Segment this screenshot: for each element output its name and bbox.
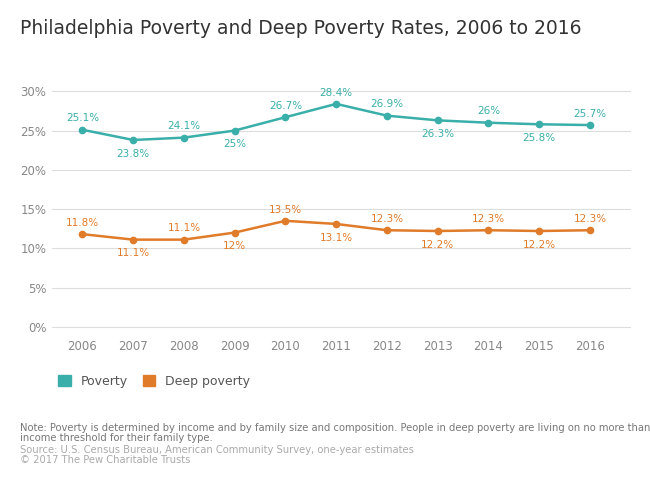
Text: Philadelphia Poverty and Deep Poverty Rates, 2006 to 2016: Philadelphia Poverty and Deep Poverty Ra…: [20, 19, 581, 38]
Legend: Poverty, Deep poverty: Poverty, Deep poverty: [58, 375, 250, 388]
Text: 11.8%: 11.8%: [66, 218, 99, 228]
Text: 25.1%: 25.1%: [66, 113, 99, 123]
Text: 12.3%: 12.3%: [573, 214, 606, 224]
Text: 24.1%: 24.1%: [168, 121, 200, 131]
Text: 12.3%: 12.3%: [370, 214, 404, 224]
Text: 23.8%: 23.8%: [116, 149, 150, 159]
Text: 26.3%: 26.3%: [421, 129, 454, 139]
Text: 13.5%: 13.5%: [269, 205, 302, 215]
Text: Note: Poverty is determined by income and by family size and composition. People: Note: Poverty is determined by income an…: [20, 423, 650, 433]
Text: 12%: 12%: [223, 241, 246, 251]
Text: © 2017 The Pew Charitable Trusts: © 2017 The Pew Charitable Trusts: [20, 455, 190, 465]
Text: 26.7%: 26.7%: [269, 101, 302, 111]
Text: 11.1%: 11.1%: [168, 223, 200, 233]
Text: 12.2%: 12.2%: [421, 239, 454, 250]
Text: 11.1%: 11.1%: [116, 248, 150, 258]
Text: income threshold for their family type.: income threshold for their family type.: [20, 433, 213, 443]
Text: 26.9%: 26.9%: [370, 99, 404, 109]
Text: 12.3%: 12.3%: [472, 214, 505, 224]
Text: 25%: 25%: [223, 139, 246, 149]
Text: 28.4%: 28.4%: [320, 87, 353, 98]
Text: 25.8%: 25.8%: [523, 133, 556, 143]
Text: 13.1%: 13.1%: [320, 233, 353, 242]
Text: 25.7%: 25.7%: [573, 109, 606, 119]
Text: 12.2%: 12.2%: [523, 239, 556, 250]
Text: Source: U.S. Census Bureau, American Community Survey, one-year estimates: Source: U.S. Census Bureau, American Com…: [20, 445, 413, 456]
Text: 26%: 26%: [477, 107, 500, 117]
